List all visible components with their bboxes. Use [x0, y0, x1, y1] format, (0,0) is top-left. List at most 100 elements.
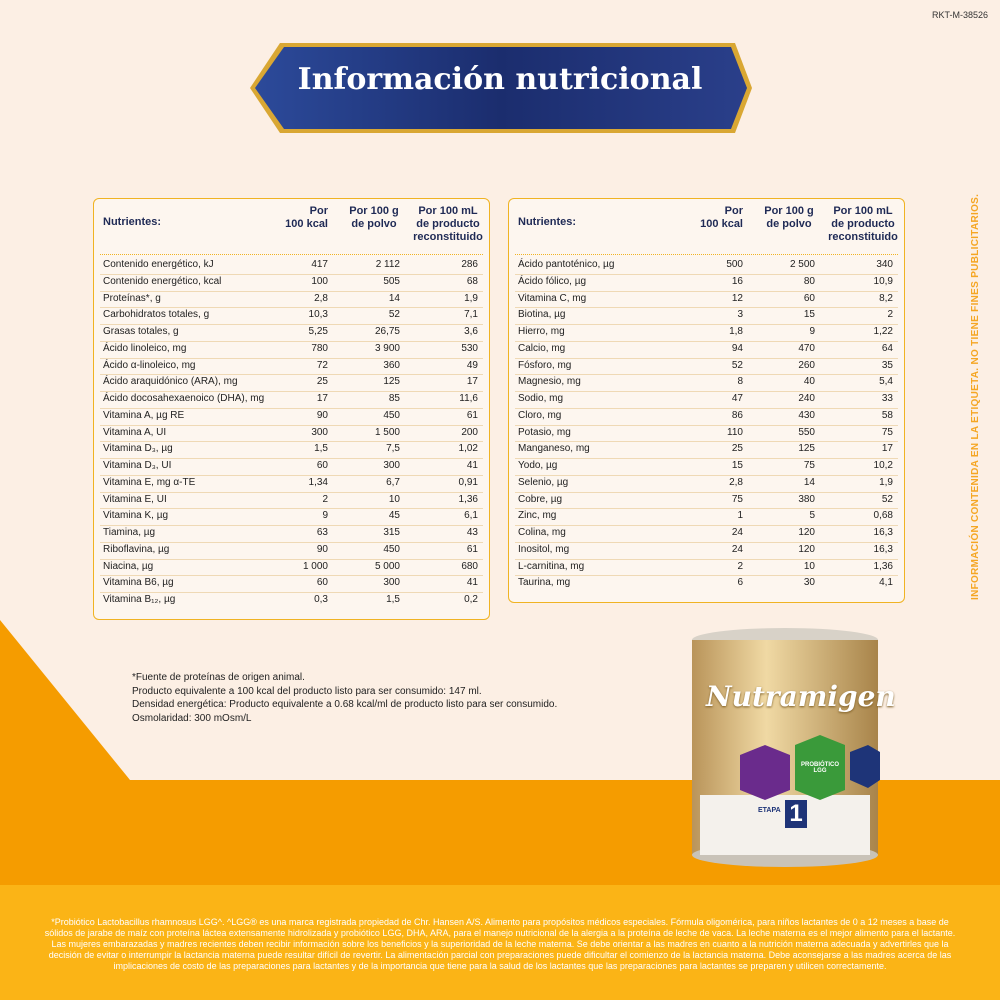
row-separator: [100, 273, 483, 275]
row-separator: [100, 407, 483, 409]
nutrient-name: Vitamina E, UI: [103, 493, 167, 505]
nutrient-value: 2,8: [314, 292, 328, 304]
nutrient-value: 1,22: [873, 326, 893, 337]
stage-label: ETAPA: [758, 807, 781, 814]
row-separator: [515, 391, 898, 392]
nutrient-name: Contenido energético, kJ: [103, 259, 214, 270]
nutrient-name: Cloro, mg: [518, 409, 562, 421]
nutrient-value: 17: [466, 376, 478, 388]
note-line: Densidad energética: Producto equivalent…: [132, 699, 558, 710]
nutrient-name: Potasio, mg: [518, 426, 571, 438]
nutrient-name: Carbohidratos totales, g: [103, 309, 210, 321]
header-separator: [515, 254, 898, 255]
nutrient-value: 17: [881, 443, 893, 455]
row-separator: [515, 307, 898, 309]
nutrient-name: L-carnitina, mg: [518, 560, 585, 572]
row-separator: [515, 558, 898, 560]
nutrient-value: 5,4: [879, 376, 893, 388]
nutrition-table: Nutrientes: Por 100 kcal Por 100 g de polv…: [93, 198, 490, 620]
nutrient-value: 680: [461, 560, 478, 572]
row-separator: [515, 458, 898, 459]
row-separator: [515, 525, 898, 526]
nutrient-value: 6: [737, 577, 743, 589]
column-header: Por 100 mL de producto reconstituido: [413, 205, 483, 243]
nutrient-value: 0,3: [314, 594, 328, 605]
nutrient-name: Yodo, µg: [518, 460, 558, 471]
nutrient-value: 33: [881, 393, 893, 404]
stage: 1: [789, 800, 803, 827]
row-separator: [515, 441, 898, 443]
nutrient-value: 530: [461, 342, 478, 354]
nutrient-value: 5: [809, 510, 815, 522]
nutrient-value: 340: [876, 259, 893, 270]
nutrient-value: 2 500: [789, 259, 815, 270]
row-separator: [100, 374, 483, 376]
nutrient-value: 63: [316, 527, 328, 538]
column-header: Por 100 kcal: [285, 205, 328, 230]
row-separator: [100, 391, 483, 392]
nutrient-name: Ácido linoleico, mg: [103, 342, 187, 354]
nutrient-value: 0,91: [458, 476, 478, 488]
nutrient-name: Ácido pantoténico, µg: [518, 259, 615, 270]
row-separator: [515, 324, 898, 325]
nutrient-value: 286: [461, 259, 478, 270]
row-separator: [100, 491, 483, 493]
nutrient-name: Vitamina D₃, µg: [103, 443, 173, 455]
nutrient-value: 25: [731, 443, 743, 455]
nutrient-name: Vitamina K, µg: [103, 510, 169, 522]
nutrient-name: Vitamina A, µg RE: [103, 409, 185, 421]
nutrient-value: 430: [798, 409, 815, 421]
nutrient-value: 1 000: [302, 560, 328, 572]
nutrient-value: 315: [383, 527, 400, 538]
nutrient-value: 60: [316, 460, 328, 471]
row-separator: [515, 491, 898, 493]
row-separator: [515, 474, 898, 476]
nutrient-value: 80: [803, 275, 815, 287]
nutrient-value: 16: [731, 275, 743, 287]
nutrient-value: 41: [466, 577, 478, 589]
column-header: Por 100 g de polvo: [764, 205, 814, 230]
code: RKT-M-38526: [931, 10, 988, 20]
nutrient-value: 1,5: [314, 443, 328, 455]
note-line: Producto equivalente a 100 kcal del prod…: [132, 685, 482, 697]
notes: *Fuente de proteínas de origen animal. Pr…: [132, 671, 557, 725]
nutrient-value: 8,2: [879, 292, 893, 304]
row-separator: [100, 307, 483, 309]
nutrient-name: Ácido fólico, µg: [518, 275, 587, 287]
nutrient-value: 72: [316, 359, 328, 371]
nutrient-value: 2,8: [729, 476, 743, 488]
nutrient-value: 1,9: [879, 476, 893, 488]
nutrient-name: Sodio, mg: [518, 393, 564, 404]
nutrient-value: 94: [731, 342, 743, 354]
nutrient-value: 75: [803, 460, 815, 471]
nutrient-value: 4,1: [879, 577, 893, 589]
nutrient-value: 5,25: [308, 326, 328, 337]
row-separator: [100, 357, 483, 359]
nutrient-value: 125: [798, 443, 815, 455]
row-separator: [515, 424, 898, 426]
note-line: *Fuente de proteínas de origen animal.: [132, 672, 305, 683]
nutrient-value: 2: [737, 560, 743, 572]
nutrient-value: 24: [731, 527, 743, 538]
nutrient-value: 300: [311, 426, 328, 438]
nutrient-value: 30: [803, 577, 815, 589]
badge: PROBIÓTICO LGG: [800, 762, 839, 774]
nutrient-value: 61: [466, 543, 478, 555]
row-separator: [515, 290, 898, 292]
row-separator: [100, 324, 483, 325]
nutrient-value: 10,2: [873, 460, 893, 471]
nutrient-value: 15: [731, 460, 743, 471]
nutrient-value: 505: [383, 275, 400, 287]
nutrient-name: Biotina, µg: [518, 309, 566, 321]
nutrient-value: 10,9: [873, 275, 893, 287]
nutrient-value: 125: [383, 376, 400, 388]
nutrient-value: 260: [798, 359, 815, 371]
nutrient-value: 10,3: [308, 309, 328, 321]
nutrition-table: Nutrientes: Por 100 kcal Por 100 g de polv…: [508, 198, 905, 603]
nutrient-value: 300: [383, 460, 400, 471]
nutrient-value: 68: [466, 275, 478, 287]
nutrient-name: Vitamina C, mg: [518, 292, 587, 304]
row-separator: [100, 575, 483, 577]
nutrient-name: Fósforo, mg: [518, 359, 572, 371]
nutrient-value: 90: [316, 409, 328, 421]
